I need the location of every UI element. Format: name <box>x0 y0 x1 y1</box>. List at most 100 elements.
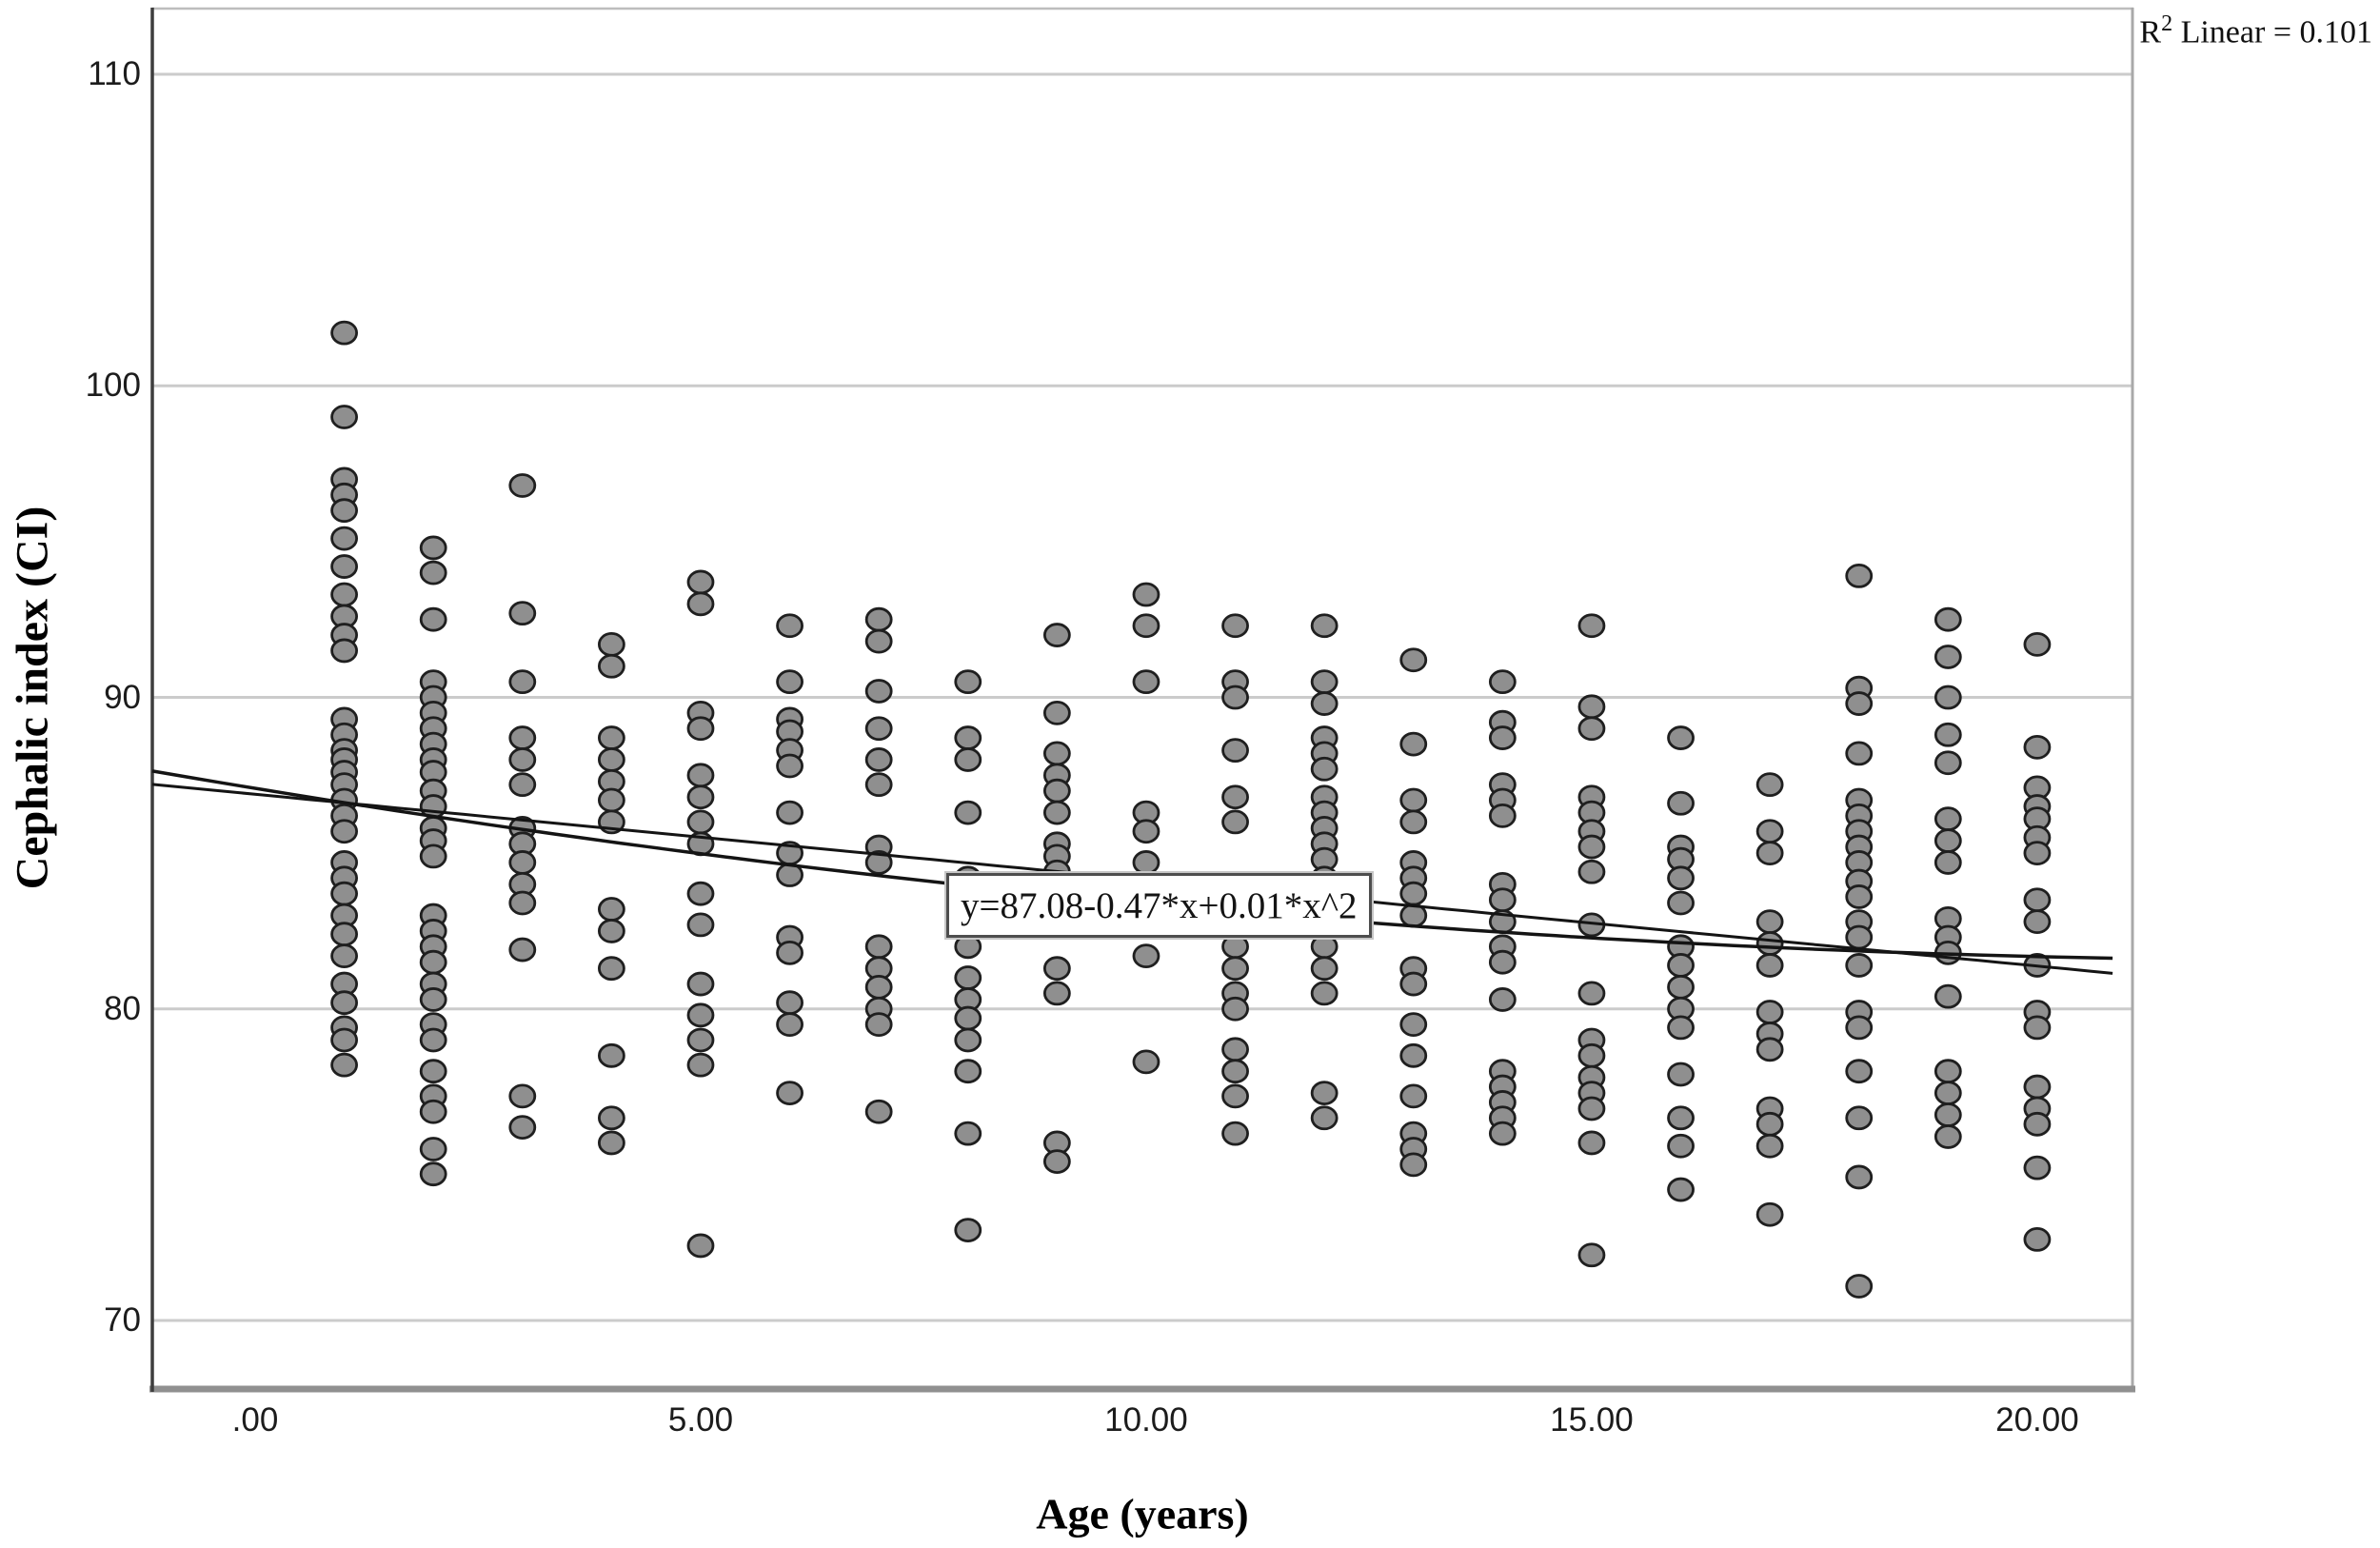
data-point[interactable] <box>1934 1124 1962 1149</box>
data-point[interactable] <box>864 772 893 798</box>
data-point[interactable] <box>1132 613 1160 639</box>
data-point[interactable] <box>1132 669 1160 695</box>
data-point[interactable] <box>1755 772 1784 798</box>
data-point[interactable] <box>1399 809 1428 835</box>
data-point[interactable] <box>597 787 625 813</box>
data-point[interactable] <box>1577 1096 1606 1121</box>
data-point[interactable] <box>864 679 893 704</box>
data-point[interactable] <box>1577 981 1606 1006</box>
data-point[interactable] <box>776 800 803 825</box>
data-point[interactable] <box>1221 1037 1249 1062</box>
data-point[interactable] <box>597 653 625 679</box>
data-point[interactable] <box>508 669 537 695</box>
data-point[interactable] <box>1399 787 1428 813</box>
data-point[interactable] <box>330 498 359 524</box>
data-point[interactable] <box>1042 1149 1071 1174</box>
data-point[interactable] <box>1755 1133 1784 1159</box>
data-point[interactable] <box>1221 685 1249 710</box>
data-point[interactable] <box>2023 734 2052 760</box>
data-point[interactable] <box>864 628 893 654</box>
data-point[interactable] <box>1310 1105 1339 1131</box>
data-point[interactable] <box>954 800 982 825</box>
data-point[interactable] <box>686 1233 715 1259</box>
data-point[interactable] <box>1667 1133 1695 1159</box>
data-point[interactable] <box>2023 1227 2052 1252</box>
data-point[interactable] <box>1845 1059 1874 1084</box>
data-point[interactable] <box>1934 750 1962 776</box>
data-point[interactable] <box>597 956 625 982</box>
data-point[interactable] <box>954 1218 982 1242</box>
data-point[interactable] <box>686 1002 715 1028</box>
data-point[interactable] <box>1042 800 1071 825</box>
data-point[interactable] <box>1667 1015 1695 1041</box>
data-point[interactable] <box>1934 1102 1962 1127</box>
data-point[interactable] <box>1042 741 1071 766</box>
data-point[interactable] <box>1042 700 1071 725</box>
data-point[interactable] <box>1667 725 1695 750</box>
data-point[interactable] <box>776 940 803 965</box>
data-point[interactable] <box>1221 613 1249 639</box>
data-point[interactable] <box>954 747 982 772</box>
data-point[interactable] <box>2023 631 2052 657</box>
data-point[interactable] <box>1577 859 1606 884</box>
data-point[interactable] <box>1221 996 1249 1022</box>
data-point[interactable] <box>419 1137 447 1161</box>
data-point[interactable] <box>1667 953 1695 978</box>
data-point[interactable] <box>597 897 625 922</box>
data-point[interactable] <box>1221 1059 1249 1084</box>
data-point[interactable] <box>1042 623 1071 647</box>
data-point[interactable] <box>1221 784 1249 810</box>
data-point[interactable] <box>1042 778 1071 804</box>
data-point[interactable] <box>2023 1155 2052 1181</box>
data-point[interactable] <box>1755 931 1784 956</box>
data-point[interactable] <box>1845 741 1874 766</box>
data-point[interactable] <box>597 1130 625 1156</box>
data-point[interactable] <box>2023 1111 2052 1137</box>
data-point[interactable] <box>776 1081 803 1106</box>
data-point[interactable] <box>330 1027 359 1053</box>
data-point[interactable] <box>419 560 447 585</box>
data-point[interactable] <box>1310 691 1339 716</box>
data-point[interactable] <box>1577 1042 1606 1068</box>
data-point[interactable] <box>776 669 803 695</box>
data-point[interactable] <box>2023 1015 2052 1041</box>
data-point[interactable] <box>1399 731 1428 757</box>
data-point[interactable] <box>1132 943 1160 969</box>
data-point[interactable] <box>597 1105 625 1131</box>
data-point[interactable] <box>1845 563 1874 588</box>
data-point[interactable] <box>1667 1105 1695 1131</box>
data-point[interactable] <box>686 591 715 617</box>
data-point[interactable] <box>1488 669 1517 695</box>
data-point[interactable] <box>686 763 715 788</box>
data-point[interactable] <box>686 716 715 742</box>
data-point[interactable] <box>1755 1037 1784 1062</box>
data-point[interactable] <box>864 1099 893 1124</box>
data-point[interactable] <box>597 747 625 772</box>
data-point[interactable] <box>419 949 447 975</box>
data-point[interactable] <box>1934 606 1962 632</box>
data-point[interactable] <box>864 850 893 875</box>
data-point[interactable] <box>597 725 625 750</box>
data-point[interactable] <box>1399 647 1428 673</box>
data-point[interactable] <box>1577 1242 1606 1268</box>
data-point[interactable] <box>1934 983 1962 1009</box>
data-point[interactable] <box>330 1052 359 1078</box>
data-point[interactable] <box>686 569 715 595</box>
data-point[interactable] <box>864 606 893 632</box>
data-point[interactable] <box>1488 949 1517 975</box>
data-point[interactable] <box>1667 974 1695 1000</box>
data-point[interactable] <box>1042 956 1071 982</box>
data-point[interactable] <box>1934 806 1962 832</box>
data-point[interactable] <box>1845 691 1874 716</box>
data-point[interactable] <box>776 613 803 639</box>
data-point[interactable] <box>954 1121 982 1146</box>
data-point[interactable] <box>1399 971 1428 997</box>
data-point[interactable] <box>686 912 715 938</box>
data-point[interactable] <box>864 934 893 960</box>
data-point[interactable] <box>686 881 715 906</box>
data-point[interactable] <box>508 850 537 875</box>
data-point[interactable] <box>1132 819 1160 844</box>
data-point[interactable] <box>419 1027 447 1053</box>
data-point[interactable] <box>330 819 359 844</box>
data-point[interactable] <box>1221 809 1249 835</box>
